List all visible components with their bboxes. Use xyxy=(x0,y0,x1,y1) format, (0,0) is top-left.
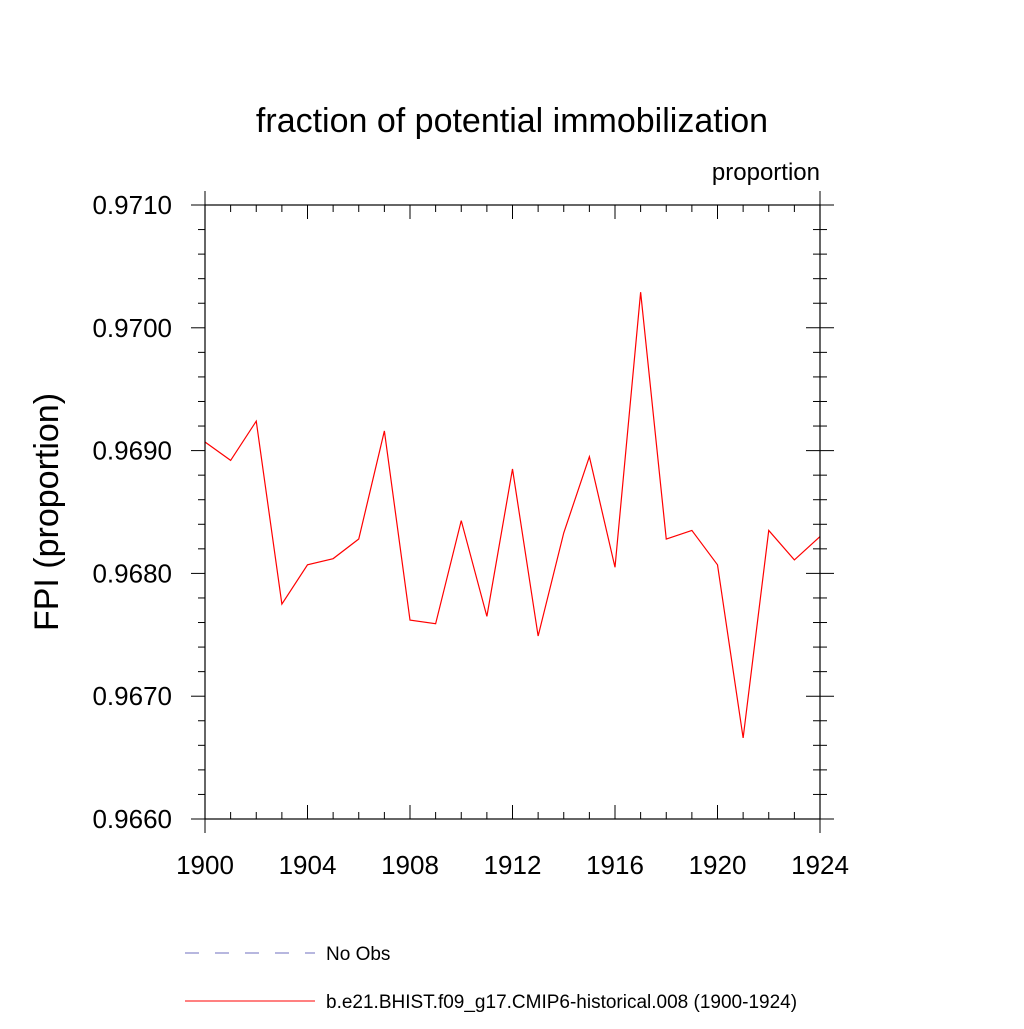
x-tick-label: 1900 xyxy=(176,850,234,880)
y-tick-label: 0.9710 xyxy=(92,190,172,220)
y-tick-label: 0.9660 xyxy=(92,804,172,834)
y-tick-label: 0.9690 xyxy=(92,436,172,466)
y-tick-label: 0.9670 xyxy=(92,681,172,711)
x-tick-label: 1920 xyxy=(689,850,747,880)
legend-label-historical-008: b.e21.BHIST.f09_g17.CMIP6-historical.008… xyxy=(326,992,797,1013)
chart-title: fraction of potential immobilization xyxy=(256,102,768,140)
x-tick-label: 1912 xyxy=(484,850,542,880)
series-layer xyxy=(204,292,821,739)
x-tick-label: 1916 xyxy=(586,850,644,880)
y-tick-label: 0.9700 xyxy=(92,313,172,343)
plot-frame xyxy=(204,204,821,820)
y-axis-label: FPI (proportion) xyxy=(28,393,66,631)
legend: No Obs b.e21.BHIST.f09_g17.CMIP6-histori… xyxy=(185,944,797,1013)
x-tick-label: 1904 xyxy=(279,850,337,880)
axis-ticks xyxy=(191,191,834,833)
y-tick-label: 0.9680 xyxy=(92,558,172,588)
legend-label-no-obs: No Obs xyxy=(326,944,390,965)
x-tick-label: 1924 xyxy=(791,850,849,880)
series-line xyxy=(204,292,821,739)
tick-labels: 1900 1904 1908 1912 1916 1920 1924 0.9660 0.9670… xyxy=(92,190,848,880)
x-tick-label: 1908 xyxy=(381,850,439,880)
units-label: proportion xyxy=(712,159,820,186)
